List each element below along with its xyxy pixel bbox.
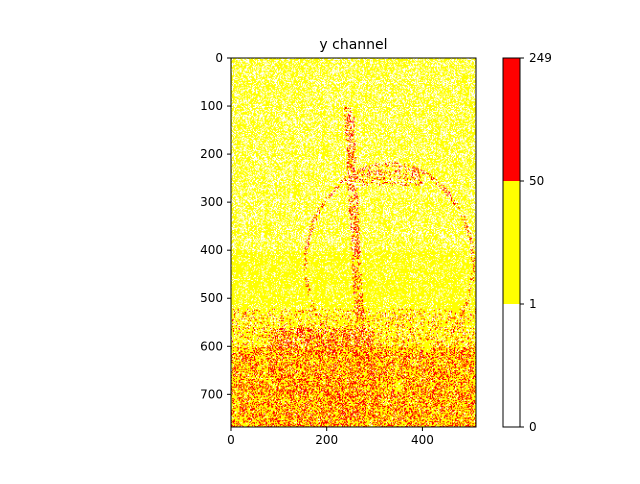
x-tick-label: 200 bbox=[315, 433, 338, 447]
y-tick-label: 600 bbox=[200, 339, 223, 353]
x-axis: 0 200 400 bbox=[227, 427, 434, 447]
y-tick-label: 0 bbox=[215, 51, 223, 65]
y-tick-label: 200 bbox=[200, 147, 223, 161]
colorbar-segment bbox=[503, 304, 520, 427]
colorbar-frame bbox=[502, 57, 521, 428]
y-tick-label: 100 bbox=[200, 99, 223, 113]
colorbar-tick-label: 249 bbox=[529, 51, 552, 65]
x-tick-label: 400 bbox=[411, 433, 434, 447]
y-tick-label: 700 bbox=[200, 387, 223, 401]
colorbar-tick-label: 1 bbox=[529, 297, 537, 311]
chart-title: y channel bbox=[319, 37, 387, 53]
x-tick-label: 0 bbox=[227, 433, 235, 447]
colorbar-segment bbox=[503, 58, 520, 181]
y-tick-label: 400 bbox=[200, 243, 223, 257]
colorbar-tick-label: 0 bbox=[529, 420, 537, 434]
colorbar: 0 1 50 249 bbox=[502, 51, 552, 434]
colorbar-segment bbox=[503, 181, 520, 304]
y-tick-label: 300 bbox=[200, 195, 223, 209]
heatmap-high-cells bbox=[231, 107, 476, 427]
y-tick-label: 500 bbox=[200, 291, 223, 305]
colorbar-tick-label: 50 bbox=[529, 174, 544, 188]
heatmap-cells bbox=[231, 58, 476, 427]
plot-frame bbox=[230, 57, 477, 428]
y-axis: 0 100 200 300 400 500 600 700 bbox=[200, 51, 231, 401]
